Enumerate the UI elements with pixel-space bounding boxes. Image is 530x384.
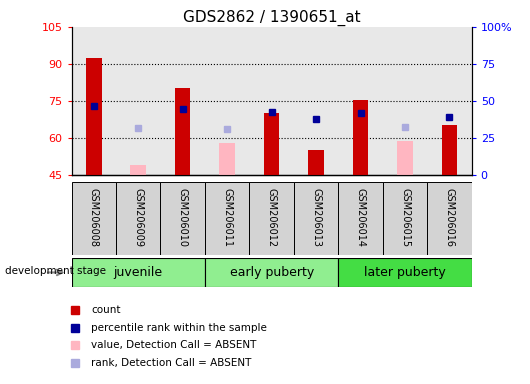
Text: GSM206008: GSM206008 [89,188,99,247]
Bar [205,182,250,255]
Bar [427,182,472,255]
Text: rank, Detection Call = ABSENT: rank, Detection Call = ABSENT [91,358,251,368]
Text: later puberty: later puberty [364,266,446,279]
Text: GSM206011: GSM206011 [222,188,232,247]
Bar [264,113,279,175]
Bar [161,182,205,255]
Text: count: count [91,305,120,315]
Bar [205,258,338,287]
Bar [72,258,205,287]
Title: GDS2862 / 1390651_at: GDS2862 / 1390651_at [183,9,360,25]
Text: GSM206009: GSM206009 [133,188,143,247]
Text: value, Detection Call = ABSENT: value, Detection Call = ABSENT [91,340,257,350]
Bar [250,182,294,255]
Bar [130,165,146,175]
Bar [294,182,338,255]
Bar [219,143,235,175]
Text: juvenile: juvenile [113,266,163,279]
Bar [397,141,413,175]
Text: GSM206015: GSM206015 [400,188,410,247]
Bar [338,182,383,255]
Text: GSM206013: GSM206013 [311,188,321,247]
Bar [116,182,161,255]
Text: development stage: development stage [5,265,107,276]
Bar [338,258,472,287]
Text: GSM206012: GSM206012 [267,188,277,247]
Text: GSM206016: GSM206016 [445,188,454,247]
Bar [353,99,368,175]
Bar [308,150,324,175]
Bar [441,126,457,175]
Text: GSM206014: GSM206014 [356,188,366,247]
Text: GSM206010: GSM206010 [178,188,188,247]
Bar [72,182,116,255]
Bar [86,58,102,175]
Text: early puberty: early puberty [229,266,314,279]
Text: percentile rank within the sample: percentile rank within the sample [91,323,267,333]
Bar [175,88,190,175]
Bar [383,182,427,255]
